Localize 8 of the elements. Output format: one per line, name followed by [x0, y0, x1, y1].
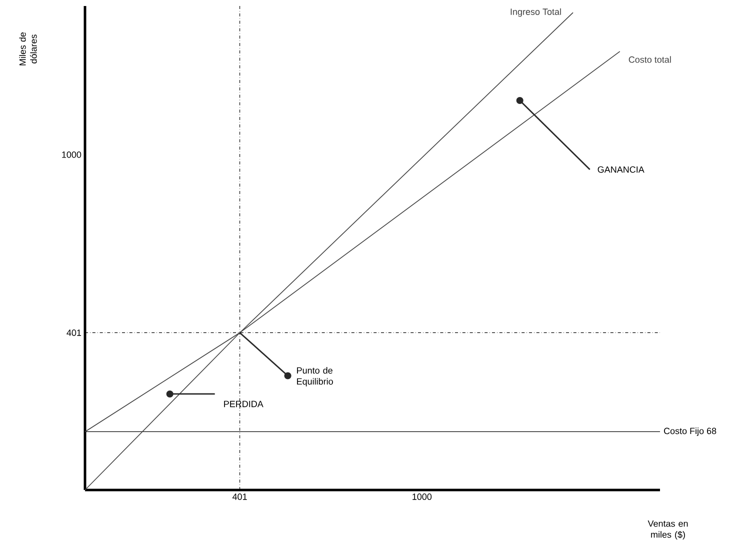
- y-axis-title: Miles de dólares: [19, 32, 37, 66]
- annotation: GANANCIA: [598, 166, 644, 173]
- ref-line-label: Costo Fijo 68: [664, 428, 716, 436]
- series-label: Costo total: [628, 56, 671, 63]
- annotation: PERDIDA: [224, 400, 264, 408]
- x-axis-title: Ventas en miles ($): [648, 520, 688, 540]
- annotation: Punto de Equilibrio: [297, 367, 333, 386]
- series-label: Ingreso Total: [510, 8, 561, 17]
